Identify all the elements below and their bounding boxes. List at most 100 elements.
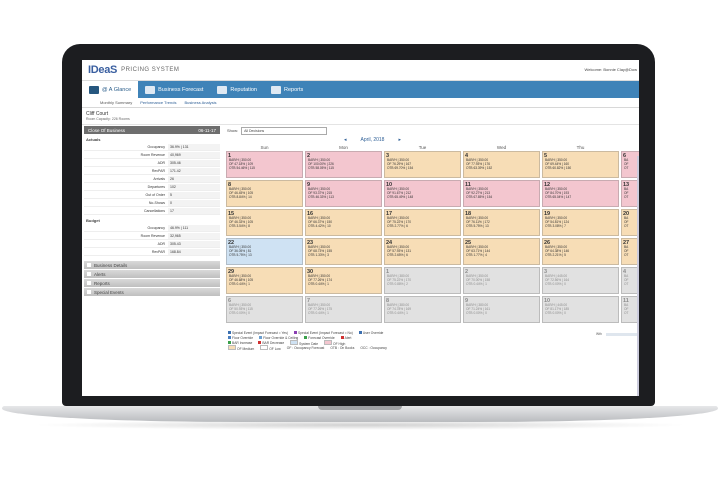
- day-number: 8: [386, 298, 390, 304]
- day-detail: BAR/H | 350.00: [466, 245, 489, 249]
- day-detail: BAR/H | 350.00: [466, 158, 489, 162]
- day-detail: OTB 67.85% | 154: [466, 194, 493, 199]
- calendar-day-cell[interactable]: 25 BAR/H | 350.00 OF 63.71% | 144 OTB 1.77%…: [463, 238, 540, 265]
- calendar-day-cell[interactable]: 3 BAR/H | 350.00 OF 76.29% | 167 OTB 69.70%…: [384, 151, 461, 178]
- calendar-day-cell[interactable]: 7 BAR/H | 350.00 OF 77.26% | 175 OTB 0.44% …: [305, 296, 382, 323]
- legend-item: OF High: [324, 339, 345, 346]
- calendar-day-cell[interactable]: 9 BAR/H | 380.00 OF 71.24% | 161 OTB 0.00% …: [463, 296, 540, 323]
- calendar-day-cell[interactable]: 4 BAR/H | 350.00 OF 77.93% | 176 OTB 63.39%…: [463, 151, 540, 178]
- metric-row: Cancellations 17: [84, 207, 220, 215]
- zoom-slider[interactable]: [606, 333, 639, 336]
- legend-item: Forecast Override: [304, 335, 335, 340]
- calendar-day-cell[interactable]: 23 BAR/H | 350.00 OF 68.73% | 155 OTB 1.33%…: [305, 238, 382, 265]
- show-label: Show:: [227, 128, 239, 133]
- vertical-scrollbar[interactable]: [637, 156, 639, 396]
- calendar-day-cell[interactable]: 10 BAR/H | 445.00 OF 81.17% | 185 OTB 0.00%…: [542, 296, 619, 323]
- panel-alerts[interactable]: Alerts: [84, 270, 220, 278]
- calendar-day-cell[interactable]: 6 BA OF OT: [621, 151, 639, 178]
- legend-item: BAR Increase: [228, 340, 252, 345]
- metric-row: Departures 102: [84, 183, 220, 191]
- calendar-day-cell[interactable]: 30 BAR/H | 350.00 OF 77.26% | 174 OTB 0.44%…: [305, 267, 382, 294]
- glance-icon: [89, 85, 99, 94]
- laptop-shadow: [30, 420, 690, 430]
- decision-filter-select[interactable]: All Decisions: [241, 126, 328, 135]
- day-detail: BAR/H | 350.00: [466, 216, 489, 220]
- panel-special-events[interactable]: Special Events: [84, 288, 220, 296]
- calendar-day-cell[interactable]: 24 BAR/H | 350.00 OF 57.93% | 131 OTB 2.65%…: [384, 238, 461, 265]
- calendar-day-cell[interactable]: 4 BA OF OT: [621, 267, 639, 294]
- day-number: 4: [465, 153, 469, 159]
- day-number: 2: [465, 269, 469, 275]
- panel-reports[interactable]: Reports: [84, 279, 220, 287]
- calendar-day-cell[interactable]: 22 BAR/H | 350.00 OF 36.05% | 81 OTB 5.75% …: [226, 238, 303, 265]
- subnav-business-analysis[interactable]: Business Analysis: [184, 100, 217, 105]
- day-detail: BAR/H | 445.00: [545, 274, 568, 278]
- subnav-performance-trends[interactable]: Performance Trends: [140, 100, 177, 105]
- calendar-day-cell[interactable]: 17 BAR/H | 350.00 OF 75.22% | 170 OTB 2.77%…: [384, 209, 461, 236]
- calendar-day-cell[interactable]: 6 BAR/H | 350.00 OF 50.93% | 115 OTB 0.00% …: [226, 296, 303, 323]
- day-detail: OF 46.33% | 105: [229, 219, 254, 224]
- subnav-monthly-summary[interactable]: Monthly Summary: [100, 100, 133, 105]
- day-number: 8: [228, 182, 232, 188]
- close-of-business-date: 06-11-17: [198, 127, 216, 133]
- calendar-day-cell[interactable]: 1 BAR/H | 380.00 OF 75.22% | 170 OTB 0.88% …: [384, 267, 461, 294]
- metric-row: RevPAR 171.42: [84, 167, 220, 175]
- calendar-day-cell[interactable]: 19 BAR/H | 350.00 OF 54.81% | 124 OTB 3.08%…: [542, 209, 619, 236]
- calendar-day-cell[interactable]: 18 BAR/H | 350.00 OF 76.11% | 172 OTB 5.75%…: [463, 209, 540, 236]
- calendar-day-cell[interactable]: 8 BAR/H | 350.00 OF 46.45% | 105 OTB 8.84% …: [226, 180, 303, 207]
- weekday-thu: Thu: [576, 145, 585, 150]
- calendar-day-cell[interactable]: 10 BAR/H | 350.00 OF 91.67% | 212 OTB 65.49…: [384, 180, 461, 207]
- calendar-day-cell[interactable]: 26 BAR/H | 350.00 OF 64.38% | 146 OTB 2.21%…: [542, 238, 619, 265]
- legend-item: Alert: [340, 335, 351, 340]
- calendar-day-cell[interactable]: 2 BAR/H | 350.00 OF 100.00% | 226 OTB 58.05…: [305, 151, 382, 178]
- calendar-day-cell[interactable]: 29 BAR/H | 350.00 OF 46.68% | 105 OTB 0.44%…: [226, 267, 303, 294]
- day-number: 11: [465, 182, 471, 188]
- metric-label: Occupancy: [147, 225, 165, 230]
- close-of-business-bar: Close Of Business 06-11-17: [84, 126, 220, 134]
- calendar-day-cell[interactable]: 1 BAR/H | 350.00 OF 47.18% | 109 OTB 54.46%…: [226, 151, 303, 178]
- day-detail: OF 91.67% | 212: [387, 190, 412, 195]
- actuals-table: Occupancy 36.9% | 131 Room Revenue 40,969 AD…: [84, 143, 220, 215]
- calendar-day-cell[interactable]: 15 BAR/H | 350.00 OF 46.33% | 105 OTB 3.54%…: [226, 209, 303, 236]
- day-detail: OT: [624, 223, 629, 228]
- day-number: 11: [623, 298, 629, 304]
- day-number: 1: [386, 269, 390, 275]
- calendar-day-cell[interactable]: 11 BA OF OT: [621, 296, 639, 323]
- metric-row: Occupancy 46.9% | 111: [84, 224, 220, 232]
- expand-icon: [87, 272, 91, 276]
- calendar-day-cell[interactable]: 5 BAR/H | 350.00 OF 69.44% | 160 OTB 60.82%…: [542, 151, 619, 178]
- day-number: 23: [307, 240, 314, 246]
- day-detail: BAR/H | 350.00: [229, 245, 252, 249]
- calendar-day-cell[interactable]: 20 BA OF OT: [621, 209, 639, 236]
- tab-business-forecast[interactable]: Business Forecast: [138, 81, 210, 98]
- zoom-label: Wth: [596, 332, 602, 336]
- calendar-day-cell[interactable]: 27 BA OF OT: [621, 238, 639, 265]
- metric-row: ADR 305.46: [84, 159, 220, 167]
- day-detail: OF 46.68% | 105: [229, 277, 254, 282]
- day-number: 20: [623, 211, 630, 217]
- prev-month-icon[interactable]: ◂: [344, 136, 347, 143]
- calendar-day-cell[interactable]: 11 BAR/H | 350.00 OF 92.27% | 213 OTB 67.85…: [463, 180, 540, 207]
- tab-reputation[interactable]: Reputation: [210, 81, 264, 98]
- metric-value: 46.9% | 111: [168, 224, 220, 231]
- calendar-day-cell[interactable]: 16 BAR/H | 350.00 OF 66.37% | 150 OTB 4.42%…: [305, 209, 382, 236]
- calendar-day-cell[interactable]: 9 BAR/H | 350.00 OF 93.37% | 215 OTB 46.33%…: [305, 180, 382, 207]
- ideas-logo[interactable]: IDeaS: [88, 64, 118, 76]
- calendar-day-cell[interactable]: 2 BAR/H | 350.00 OF 70.00% | 158 OTB 0.44% …: [463, 267, 540, 294]
- tab-reports[interactable]: Reports: [264, 81, 310, 98]
- day-detail: BAR/H | 350.00: [308, 274, 331, 278]
- legend-text: OCC : Occupancy: [360, 345, 387, 350]
- bar-decrease-icon: [258, 340, 262, 344]
- tab-at-a-glance[interactable]: @ A Glance: [82, 81, 139, 98]
- panel-business-details[interactable]: Business Details: [84, 261, 220, 269]
- calendar-day-cell[interactable]: 12 BAR/H | 350.00 OF 84.70% | 193 OTB 65.04…: [542, 180, 619, 207]
- calendar-day-cell[interactable]: 13 BA OF OT: [621, 180, 639, 207]
- day-detail: OF 63.71% | 144: [466, 248, 491, 253]
- day-detail: OF 66.37% | 150: [308, 219, 333, 224]
- close-of-business-label: Close Of Business: [88, 127, 126, 133]
- day-detail: OTB 0.44% | 1: [466, 281, 487, 286]
- calendar-day-cell[interactable]: 8 BAR/H | 380.00 OF 74.78% | 169 OTB 0.44% …: [384, 296, 461, 323]
- day-detail: BAR/H | 350.00: [229, 187, 252, 191]
- calendar-day-cell[interactable]: 3 BAR/H | 445.00 OF 72.56% | 164 OTB 0.00% …: [542, 267, 619, 294]
- next-month-icon[interactable]: ▸: [398, 136, 401, 143]
